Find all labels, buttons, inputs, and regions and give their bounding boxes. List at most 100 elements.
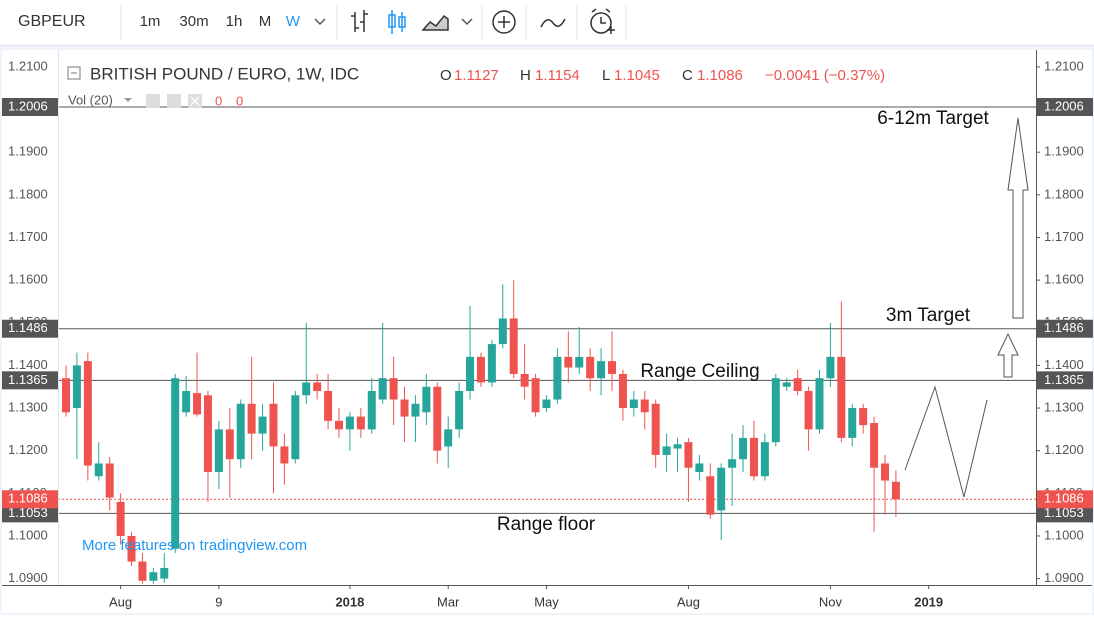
ohlc-value: 1.1127 (454, 67, 499, 84)
candle-body (356, 416, 365, 430)
annotation: Range Ceiling (640, 361, 759, 382)
candle-body (673, 444, 682, 449)
candle-body (94, 463, 103, 477)
change: −0.0041 (−0.37%) (765, 67, 885, 84)
eye-icon[interactable] (146, 94, 160, 108)
y-tick-label: 1.1000 (8, 527, 48, 542)
x-tick-label: 2019 (914, 594, 943, 609)
candle-body (575, 356, 584, 368)
dropdown-icon[interactable] (461, 18, 473, 26)
candle-body (891, 481, 900, 500)
y-tick-label: 1.1600 (1044, 272, 1084, 287)
watermark[interactable]: More features on tradingview.com (82, 537, 307, 554)
candle-body (411, 403, 420, 417)
candle-body (531, 378, 540, 413)
candles-icon[interactable] (391, 10, 403, 34)
projection-zigzag (904, 385, 988, 498)
target-arrow (997, 332, 1019, 378)
candle-body (193, 393, 202, 415)
symbol[interactable]: GBPEUR (18, 13, 86, 30)
alert-icon[interactable] (591, 8, 615, 34)
level-box (1037, 490, 1093, 509)
candle-body (269, 403, 278, 447)
level-label: 1.2006 (1044, 98, 1084, 113)
y-tick-label: 1.1300 (1044, 399, 1084, 414)
candle-body (487, 344, 496, 383)
y-tick-label: 1.1300 (8, 399, 48, 414)
close-icon (190, 96, 200, 106)
interval[interactable]: 30m (179, 13, 208, 30)
y-tick-label: 1.2100 (8, 58, 48, 73)
axes: 1.09001.09001.10001.10001.11001.11001.12… (2, 58, 1093, 609)
level-label: 1.1486 (1044, 320, 1084, 335)
candle-body (498, 318, 507, 345)
candle-body (793, 378, 802, 391)
dropdown-icon[interactable] (124, 98, 132, 102)
candle-body (640, 399, 649, 413)
candle-body (651, 403, 660, 455)
alert-icon[interactable] (590, 12, 612, 34)
toolbar (0, 0, 1094, 45)
candle-body (422, 386, 431, 413)
annotation: 6-12m Target (877, 108, 989, 129)
candle-body (586, 356, 595, 379)
candle-body (542, 399, 551, 409)
candle-body (618, 373, 627, 409)
y-tick-label: 1.1400 (8, 357, 48, 372)
candle-body (597, 361, 606, 379)
candle-body (782, 382, 791, 387)
level-box (2, 504, 58, 523)
level-label: 1.1486 (8, 320, 48, 335)
level-label: 1.2006 (8, 98, 48, 113)
candle-body (313, 382, 322, 391)
bars-icon[interactable] (351, 10, 368, 32)
settings-icon[interactable] (167, 94, 181, 108)
y-tick-label: 1.1800 (1044, 186, 1084, 201)
pane (2, 50, 1092, 613)
candle-body (739, 437, 748, 460)
candle-body (389, 378, 398, 400)
area-icon[interactable] (421, 14, 449, 31)
candle-body (72, 365, 81, 409)
candle-body (203, 395, 212, 473)
x-tick-label: Aug (109, 594, 132, 609)
interval[interactable]: 1m (140, 13, 161, 30)
candles-icon[interactable] (398, 16, 406, 28)
candle-body (629, 399, 638, 409)
candle-body (815, 378, 824, 430)
level-label: 1.1086 (1044, 491, 1084, 506)
volume-label: Vol (20) (68, 92, 113, 107)
x-tick-label: May (534, 594, 559, 609)
candle-body (826, 356, 835, 379)
candle-body (771, 378, 780, 443)
candle-body (804, 390, 813, 430)
candles-icon[interactable] (388, 14, 396, 28)
interval[interactable]: M (259, 13, 272, 30)
ohlc-value: 1.1154 (535, 67, 580, 84)
candle-body (433, 386, 442, 451)
level-box (1037, 98, 1093, 117)
y-tick-label: 1.1200 (1044, 442, 1084, 457)
indicator-icon[interactable] (498, 16, 510, 28)
candle-body (280, 446, 289, 464)
candle-body (160, 567, 169, 579)
dropdown-icon[interactable] (314, 18, 326, 26)
candle-body (127, 535, 136, 562)
volume-value: 0 (215, 93, 222, 108)
candle-body (695, 463, 704, 473)
compare-icon[interactable] (540, 18, 566, 28)
x-tick-label: 9 (215, 594, 222, 609)
interval-active[interactable]: W (286, 13, 301, 30)
candle-body (717, 467, 726, 511)
candle-body (444, 429, 453, 447)
indicator-icon[interactable] (492, 10, 516, 34)
collapse-icon[interactable] (67, 66, 81, 80)
level-box (2, 319, 58, 338)
candle-body (105, 463, 114, 498)
interval[interactable]: 1h (226, 13, 243, 30)
candle-body (324, 390, 333, 421)
candle-body (225, 429, 234, 460)
level-label: 1.1365 (8, 372, 48, 387)
candle-body (171, 378, 180, 549)
